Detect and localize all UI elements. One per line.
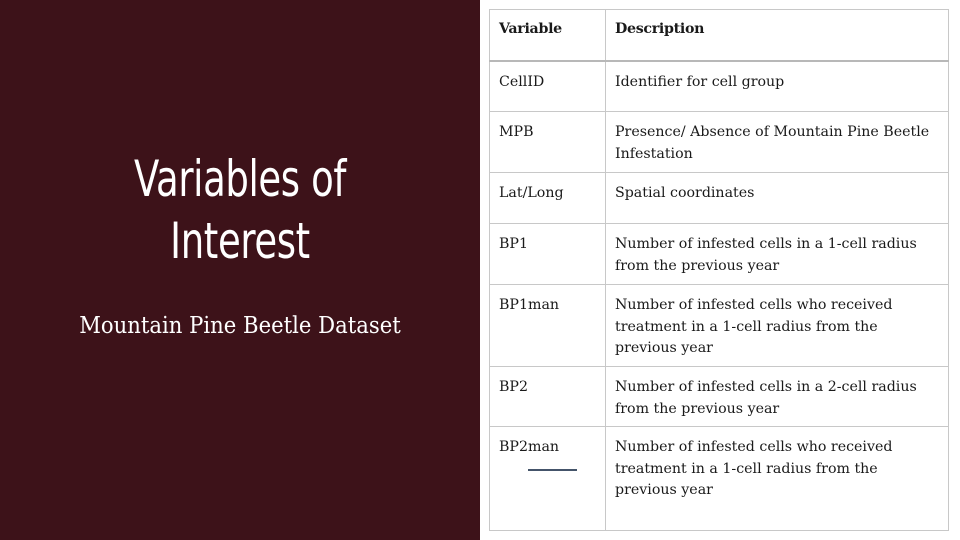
table-row: BP1 Number of infested cells in a 1-cell… <box>489 223 949 285</box>
table-row: Lat/Long Spatial coordinates <box>489 172 949 224</box>
cell-description: Number of infested cells who received tr… <box>605 284 949 367</box>
table-row: BP1man Number of infested cells who rece… <box>489 284 949 367</box>
table-row: CellID Identifier for cell group <box>489 60 949 112</box>
table-row: BP2 Number of infested cells in a 2-cell… <box>489 366 949 427</box>
cell-variable: BP1 <box>489 223 606 285</box>
cell-variable: CellID <box>489 60 606 112</box>
slide-subtitle: Mountain Pine Beetle Dataset <box>79 313 401 339</box>
table-header-row: Variable Description <box>489 9 949 62</box>
slide-title-line-2: Interest <box>170 212 310 270</box>
cell-description: Number of infested cells who received tr… <box>605 426 949 531</box>
slide-title: Variables of Interest <box>62 148 417 272</box>
cell-variable: BP1man <box>489 284 606 367</box>
title-panel: Variables of Interest Mountain Pine Beet… <box>0 0 480 540</box>
table-row: BP2man Number of infested cells who rece… <box>489 426 949 531</box>
cell-variable: BP2 <box>489 366 606 427</box>
cell-description: Spatial coordinates <box>605 172 949 224</box>
cell-variable: Lat/Long <box>489 172 606 224</box>
slide-title-line-1: Variables of <box>133 150 347 208</box>
variables-table: Variable Description CellID Identifier f… <box>489 9 949 531</box>
cell-variable: MPB <box>489 111 606 173</box>
underline-mark <box>528 469 577 471</box>
cell-description: Number of infested cells in a 2-cell rad… <box>605 366 949 427</box>
cell-description: Identifier for cell group <box>605 60 949 112</box>
header-description: Description <box>605 9 949 62</box>
cell-description: Presence/ Absence of Mountain Pine Beetl… <box>605 111 949 173</box>
cell-description: Number of infested cells in a 1-cell rad… <box>605 223 949 285</box>
cell-variable: BP2man <box>489 426 606 531</box>
table-row: MPB Presence/ Absence of Mountain Pine B… <box>489 111 949 173</box>
header-variable: Variable <box>489 9 606 62</box>
